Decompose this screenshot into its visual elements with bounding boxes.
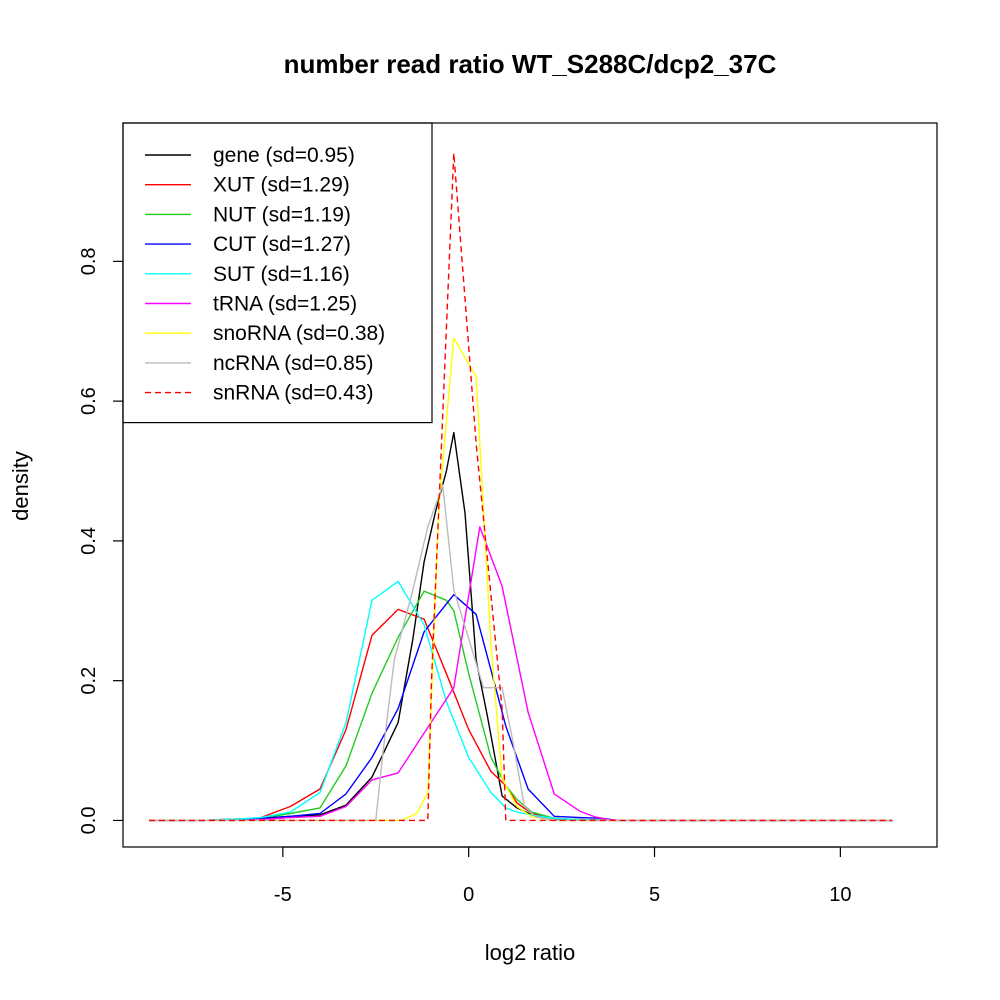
legend: gene (sd=0.95) XUT (sd=1.29) NUT (sd=1.19)… — [122, 122, 433, 424]
series-line-2 — [149, 590, 893, 822]
series-line-5 — [149, 526, 893, 822]
y-tick-label-3: 0.6 — [78, 387, 100, 415]
y-axis-label: density — [8, 451, 33, 521]
x-tick-label-0: -5 — [274, 884, 292, 906]
legend-label-7: ncRNA (sd=0.85) — [213, 352, 374, 375]
y-tick-label-0: 0.0 — [78, 807, 100, 835]
x-tick-label-3: 10 — [829, 884, 851, 906]
legend-label-0: gene (sd=0.95) — [213, 144, 355, 167]
y-tick-label-4: 0.8 — [78, 247, 100, 275]
legend-label-1: XUT (sd=1.29) — [213, 174, 350, 197]
legend-label-3: CUT (sd=1.27) — [213, 233, 351, 256]
legend-label-4: SUT (sd=1.16) — [213, 263, 350, 286]
series-line-6 — [149, 337, 893, 822]
legend-label-6: snoRNA (sd=0.38) — [213, 322, 385, 345]
y-tick-label-1: 0.2 — [78, 667, 100, 695]
x-tick-label-2: 5 — [649, 884, 660, 906]
legend-label-8: snRNA (sd=0.43) — [213, 382, 374, 405]
chart-title: number read ratio WT_S288C/dcp2_37C — [284, 49, 777, 79]
series-line-4 — [149, 580, 893, 822]
x-tick-label-1: 0 — [463, 884, 474, 906]
x-axis-label: log2 ratio — [485, 940, 576, 965]
series-layer — [149, 152, 893, 822]
legend-label-5: tRNA (sd=1.25) — [213, 293, 357, 316]
y-tick-label-2: 0.4 — [78, 527, 100, 555]
series-line-3 — [149, 594, 893, 822]
series-line-7 — [149, 484, 893, 822]
series-line-8 — [149, 152, 893, 822]
plot-frame — [122, 122, 938, 848]
legend-label-2: NUT (sd=1.19) — [213, 203, 351, 226]
